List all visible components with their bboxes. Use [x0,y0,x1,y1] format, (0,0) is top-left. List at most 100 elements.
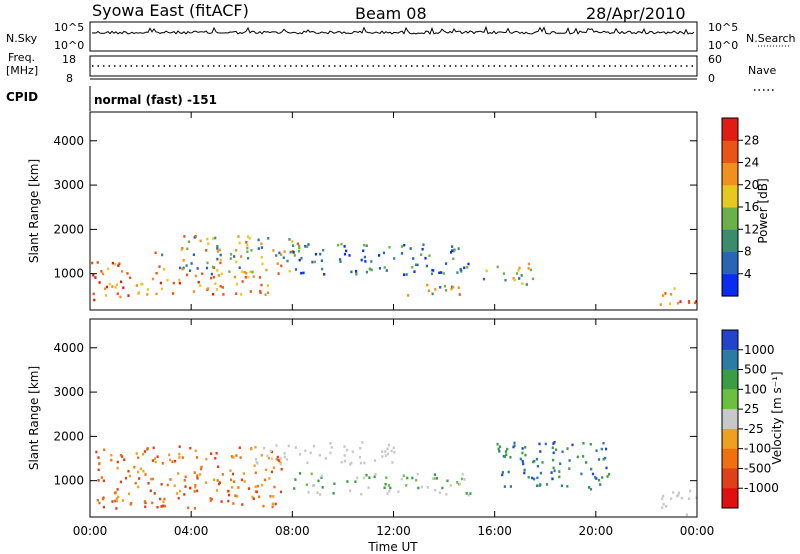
power-colorbar-tick-label: 4 [744,267,752,281]
power-colorbar-swatch [722,184,738,208]
velocity-cell [445,493,448,496]
power-cell [280,264,283,268]
power-cell [160,287,163,291]
velocity-cell [270,450,274,454]
nsky-tick-low: 10^0 [54,39,84,52]
velocity-cell [381,455,384,458]
velocity-cell [505,453,508,456]
power-cell [343,245,346,248]
power-cell [196,267,199,270]
power-cell [275,254,278,257]
power-cell [453,249,456,253]
velocity-cell [387,443,391,447]
power-cell [272,249,275,252]
power-cell [216,288,219,291]
velocity-cell [189,446,192,450]
velocity-colorbar-label: Velocity [m s⁻¹] [770,371,784,464]
power-cell [219,253,222,257]
velocity-cell [98,501,101,505]
nsky-trace [91,25,695,36]
power-cell [428,254,431,257]
power-cell [531,277,535,281]
velocity-cell [343,459,346,463]
velocity-cell [178,456,181,459]
velocity-cell [96,498,99,502]
power-cell [230,253,233,256]
velocity-cell [383,486,386,490]
power-cell [518,266,521,270]
power-cell [212,237,215,240]
x-tick-label: 04:00 [174,524,209,538]
velocity-cell [269,449,272,453]
velocity-colorbar-tick-label: 1000 [744,343,775,357]
velocity-cell [205,457,208,461]
velocity-cell [240,478,244,482]
velocity-cell [221,473,224,476]
power-cell [485,269,488,273]
velocity-cell [589,443,592,446]
power-colorbar-swatch [722,207,738,230]
velocity-cell [533,477,536,481]
power-cell [283,250,286,253]
velocity-cell [386,447,389,451]
velocity-cell [254,445,257,449]
power-cell [337,243,340,247]
power-cell [244,276,247,279]
power-cell [688,301,691,304]
velocity-cell [247,487,251,490]
velocity-cell [242,472,245,475]
power-cell [322,248,325,252]
power-cell [496,265,499,269]
power-cell [414,263,418,267]
velocity-cell [196,489,199,493]
velocity-cell [228,493,231,497]
power-cell [452,285,455,289]
velocity-cell [160,505,163,508]
velocity-cell [193,471,196,474]
velocity-cell [275,458,278,461]
velocity-cell [467,493,470,497]
velocity-cell [597,458,601,461]
power-cell [114,286,117,289]
velocity-cell [662,502,665,506]
velocity-cell [161,462,164,465]
power-cell [126,272,129,275]
power-cell [687,299,691,303]
velocity-cell [227,499,230,503]
power-cell [466,266,469,269]
power-cell [664,292,667,295]
power-cell [378,254,381,257]
power-cell [520,274,523,277]
velocity-cell [102,505,105,509]
velocity-cell [173,484,176,488]
velocity-cell [411,476,414,480]
velocity-cell [97,479,100,482]
velocity-cell [384,482,387,486]
velocity-cell [194,485,197,489]
power-cell [442,272,445,275]
velocity-cell [582,455,585,458]
velocity-cell [350,461,353,465]
velocity-cell [250,447,253,451]
power-cell [432,269,435,272]
velocity-cell [497,447,500,451]
velocity-cell [503,485,506,488]
velocity-cell [397,490,400,493]
velocity-cell [550,471,553,474]
power-cell [211,265,214,269]
power-cell [228,270,231,273]
velocity-cell [238,446,241,449]
power-cell [340,242,343,246]
power-cell [214,236,217,240]
power-cell [363,243,366,247]
velocity-cell [433,477,436,480]
velocity-cell [199,467,203,471]
velocity-cell [194,484,197,487]
velocity-cell [267,456,271,460]
power-cell [385,269,388,272]
nave-tick-low: 0 [708,72,715,85]
power-cell [388,245,391,249]
power-cell [247,256,250,260]
power-cell [459,268,462,271]
velocity-cell [294,478,297,481]
